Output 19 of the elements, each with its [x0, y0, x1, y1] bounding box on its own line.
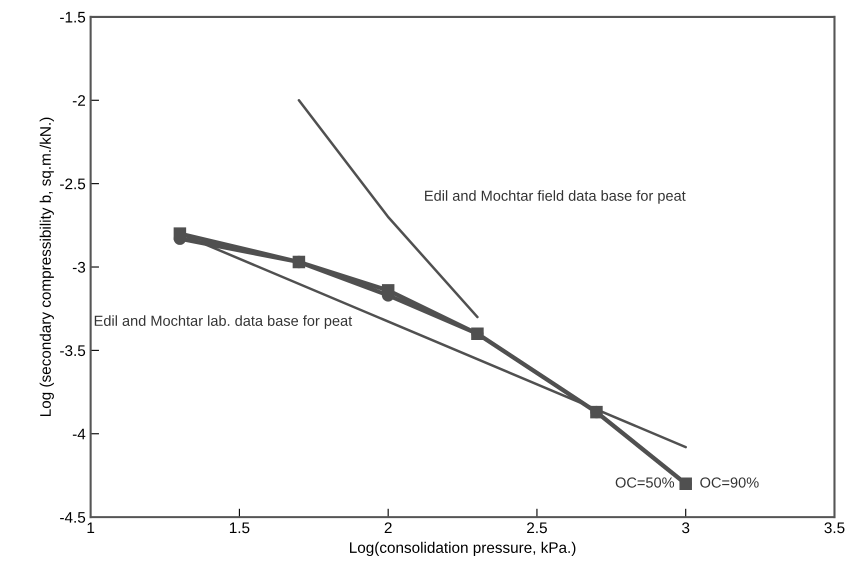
- x-tick-label: 3.5: [824, 522, 844, 534]
- y-tick-label: -2.5: [60, 178, 86, 190]
- y-tick-label: -3.5: [60, 345, 86, 356]
- series-label: OC=50%: [616, 477, 674, 488]
- text: Edil and Mochtar field data base for peat: [425, 190, 686, 204]
- y-tick-label: -4.5: [60, 512, 86, 523]
- x-tick-label: 1.5: [230, 522, 250, 534]
- y-tick-label: -4: [72, 428, 86, 440]
- y-tick-label: -3: [72, 262, 86, 273]
- y-tick-label: -1.5: [60, 12, 86, 23]
- x-tick-label: 1: [88, 522, 94, 534]
- y-tick-label: -2: [72, 95, 86, 106]
- y-axis-title: Log (secondary compressibility b, sq.m./kN.): [40, 118, 54, 416]
- x-tick-label: 2.5: [527, 522, 547, 534]
- series-label: OC=90%: [700, 477, 759, 488]
- x-tick-label: 2: [384, 522, 392, 534]
- series-label: Edil and Mochtar lab. data base for peat: [94, 315, 352, 329]
- x-axis-title: Log(consolidation pressure, kPa.): [350, 542, 576, 556]
- x-tick-label: 3: [682, 522, 690, 534]
